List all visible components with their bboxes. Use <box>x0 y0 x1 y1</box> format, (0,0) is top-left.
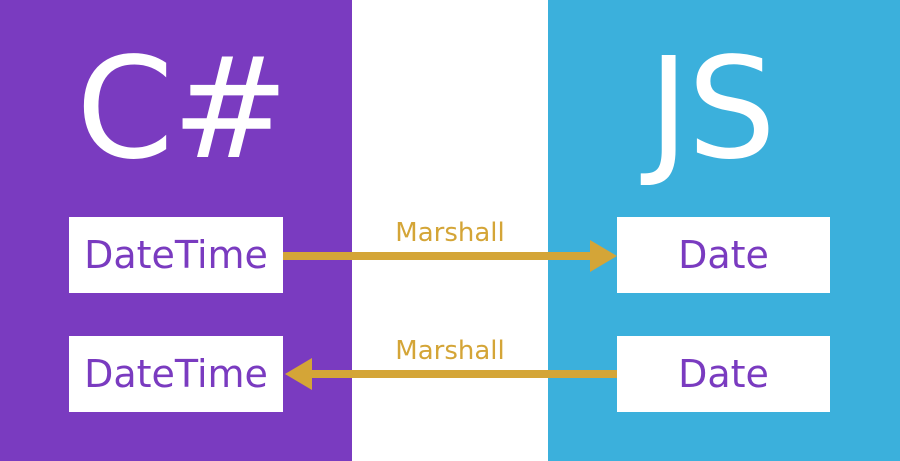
marshall-label-1: Marshall <box>395 218 505 248</box>
marshall-label-2: Marshall <box>395 336 505 366</box>
csharp-datetime-box-2: DateTime <box>69 336 283 412</box>
js-title: JS <box>648 28 776 191</box>
csharp-datetime-box-1: DateTime <box>69 217 283 293</box>
js-date-box-2: Date <box>617 336 830 412</box>
arrow-csharp-to-js <box>283 240 617 272</box>
arrow-js-to-csharp <box>285 358 617 390</box>
csharp-title: C# <box>76 28 289 191</box>
js-date-box-1: Date <box>617 217 830 293</box>
